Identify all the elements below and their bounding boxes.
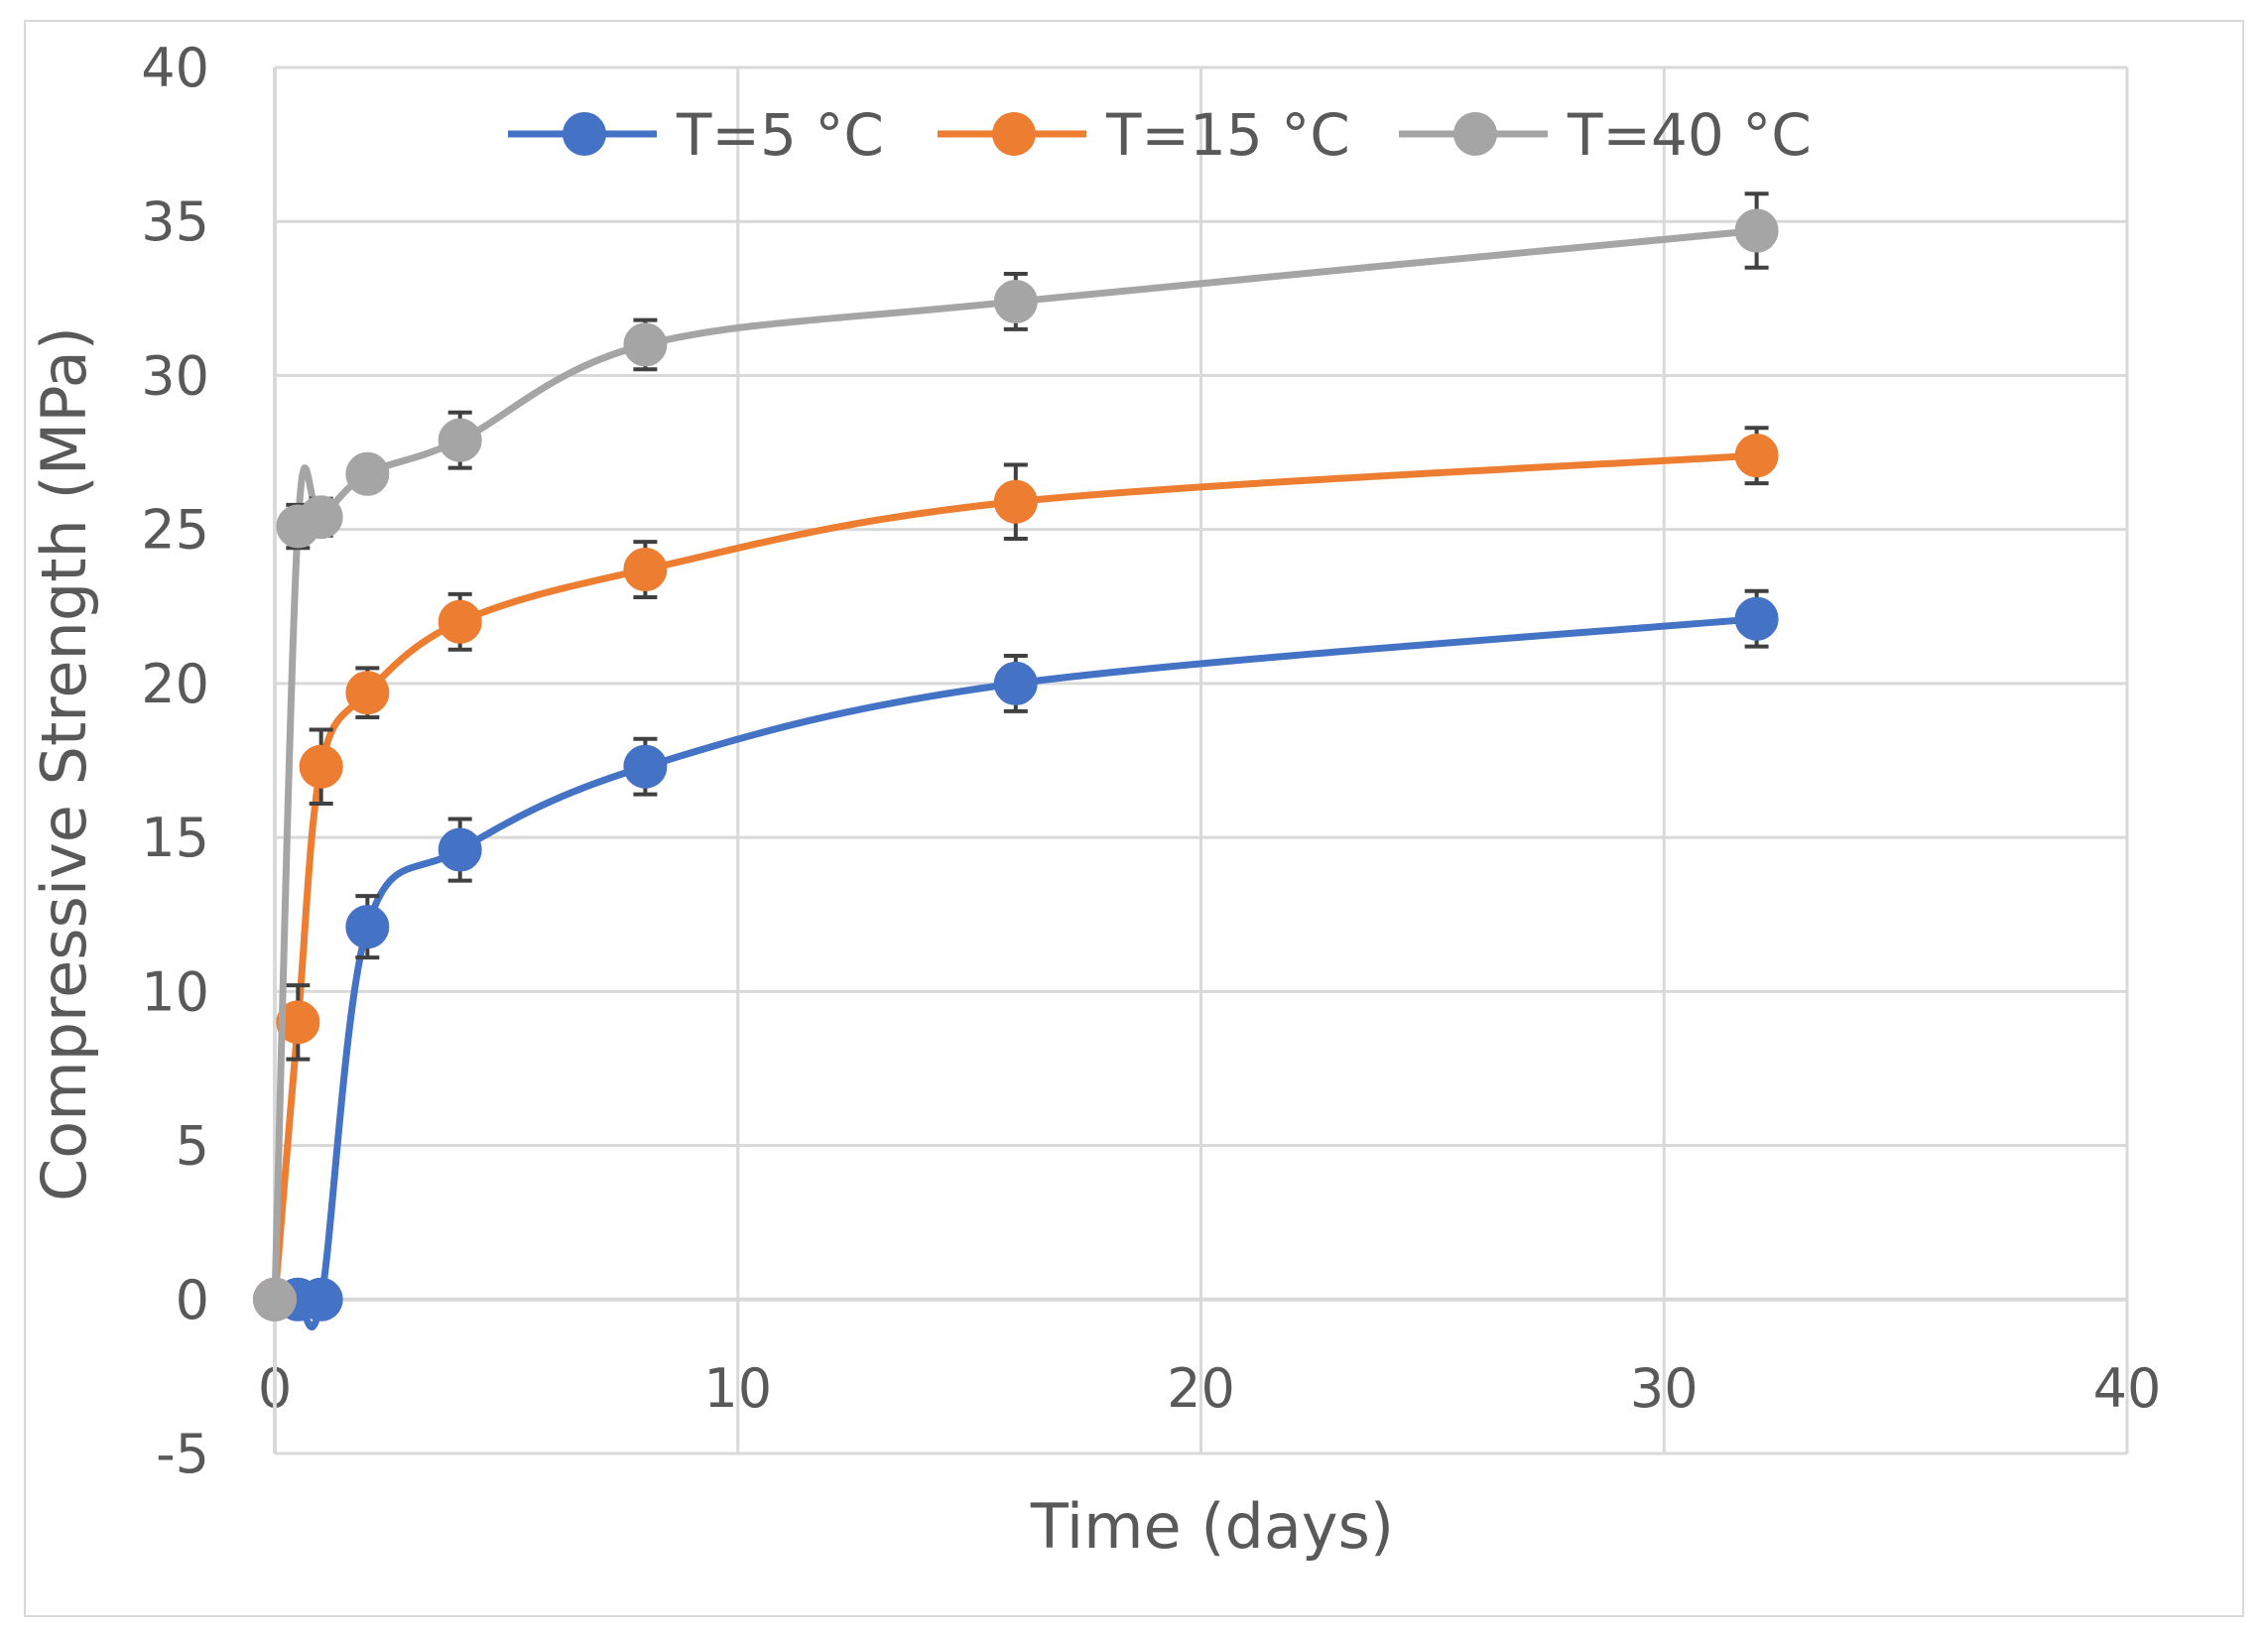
data-point <box>345 451 390 496</box>
x-tick-label: 10 <box>703 1357 772 1420</box>
data-point <box>623 744 668 789</box>
gridlines <box>275 65 2129 1455</box>
x-tick-label: 20 <box>1167 1357 1235 1420</box>
chart-frame <box>24 20 2244 1617</box>
data-point <box>623 548 668 592</box>
legend-label: T=40 °C <box>1567 101 1812 169</box>
y-tick-label: 15 <box>141 807 209 869</box>
y-tick-label: -5 <box>156 1423 209 1485</box>
legend-label: T=15 °C <box>1105 101 1350 169</box>
y-tick-label: 25 <box>141 499 209 562</box>
data-point <box>1734 208 1779 253</box>
data-point <box>253 1277 297 1322</box>
series-line-t-40-c <box>271 227 1757 1300</box>
y-tick-label: 20 <box>141 653 209 715</box>
data-point <box>993 479 1038 524</box>
legend: T=5 °C T=15 °C T=40 °C <box>508 101 1812 169</box>
x-axis-title: Time (days) <box>1030 1490 1394 1563</box>
y-tick-label: 40 <box>141 37 209 99</box>
y-tick-label: 10 <box>141 960 209 1023</box>
data-point <box>276 1000 320 1045</box>
data-point <box>299 1277 343 1322</box>
data-point <box>623 322 668 367</box>
series-t-40-c <box>253 191 1779 1322</box>
data-point <box>345 671 390 715</box>
y-tick-label: 30 <box>141 344 209 407</box>
data-point <box>1734 596 1779 641</box>
series-t-15-c <box>253 426 1779 1322</box>
legend-item-t-40-c: T=40 °C <box>1399 101 1812 169</box>
x-tick-label: 40 <box>2093 1357 2162 1420</box>
data-point <box>438 599 482 644</box>
y-tick-label: 0 <box>176 1269 209 1331</box>
data-point <box>345 905 390 949</box>
y-tick-label: 35 <box>141 190 209 253</box>
series-line-t-15-c <box>271 451 1757 1301</box>
y-axis-title: Compressive Strength (MPa) <box>28 326 100 1201</box>
data-point <box>438 827 482 872</box>
series-line-t-5-c <box>275 615 1757 1331</box>
legend-swatch-marker <box>1453 112 1497 156</box>
data-point <box>438 418 482 462</box>
x-tick-label: 30 <box>1630 1357 1699 1420</box>
series-layer <box>253 191 1779 1331</box>
data-point <box>299 495 343 540</box>
y-tick-label: 5 <box>176 1115 209 1178</box>
legend-swatch-marker <box>992 112 1036 156</box>
data-point <box>993 279 1038 323</box>
legend-item-t-15-c: T=15 °C <box>938 101 1350 169</box>
series-t-5-c <box>253 588 1779 1331</box>
data-point <box>1734 434 1779 478</box>
data-point <box>299 744 343 789</box>
legend-swatch-marker <box>563 112 606 156</box>
data-point <box>993 661 1038 705</box>
legend-label: T=5 °C <box>676 101 884 169</box>
legend-item-t-5-c: T=5 °C <box>508 101 884 169</box>
